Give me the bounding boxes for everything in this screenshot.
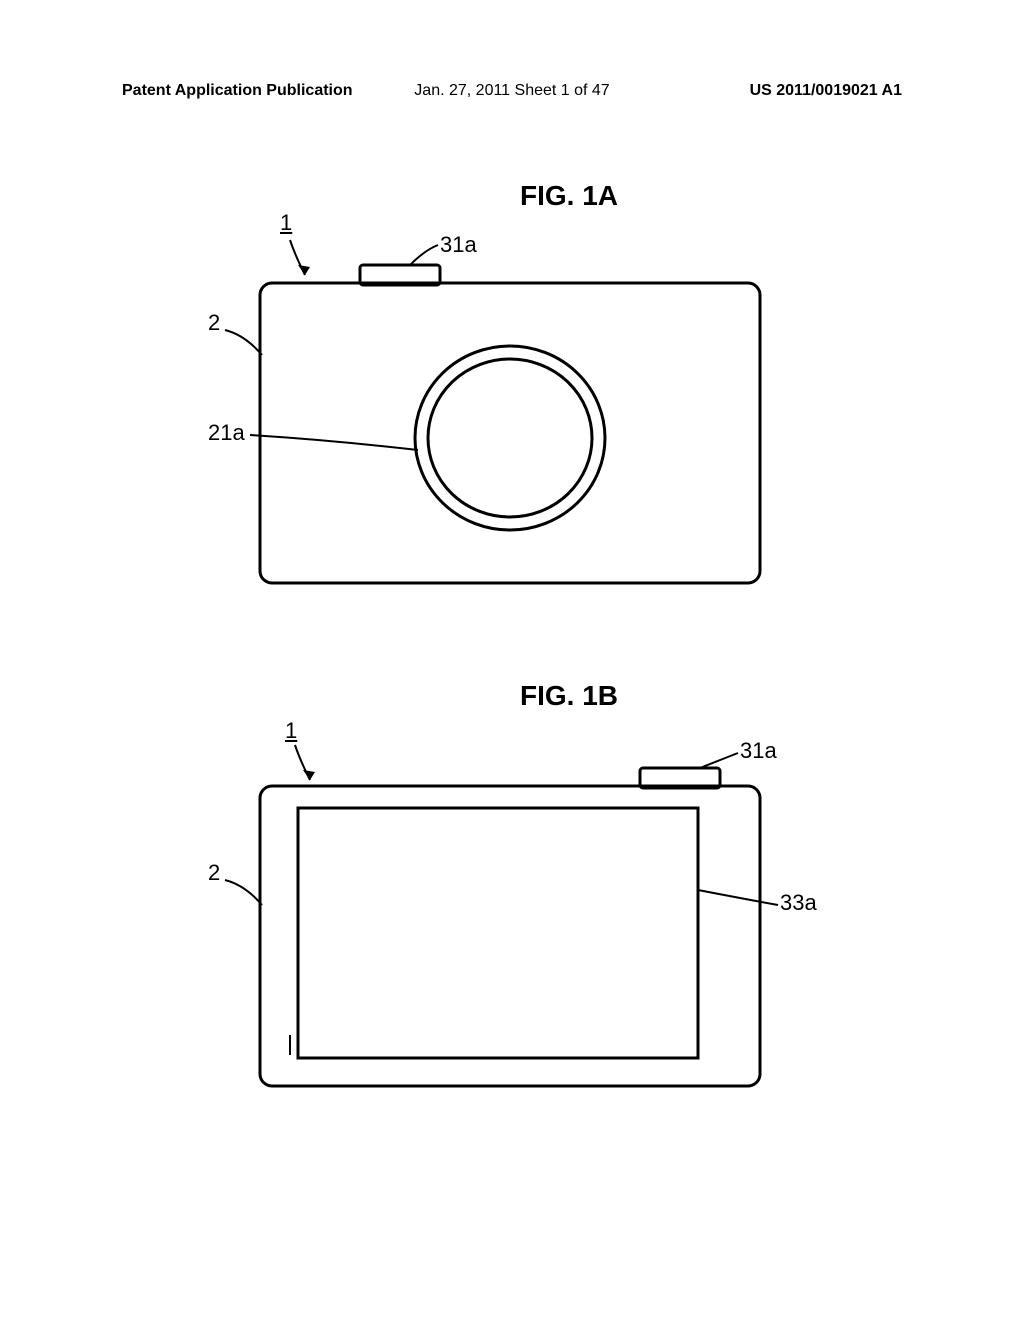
figure-1a: FIG. 1A 1 31a 2 21a [200, 180, 850, 610]
figure-1b: FIG. 1B 1 31a 2 33a [200, 680, 850, 1100]
fig1b-drawing [200, 680, 850, 1100]
header-date-sheet: Jan. 27, 2011 Sheet 1 of 47 [414, 82, 609, 100]
header-pub-number: US 2011/0019021 A1 [750, 82, 902, 100]
fig1a-drawing [200, 180, 850, 610]
page-header: Patent Application Publication Jan. 27, … [0, 82, 1024, 100]
header-publication: Patent Application Publication [122, 82, 353, 100]
